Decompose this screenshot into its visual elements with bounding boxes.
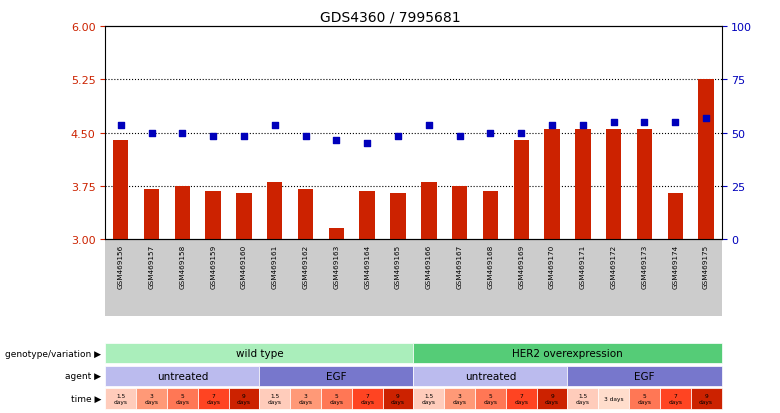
Bar bbox=[113, 140, 129, 240]
Text: 1.5
days: 1.5 days bbox=[422, 394, 436, 404]
Bar bbox=[144, 190, 159, 240]
Text: 5
days: 5 days bbox=[484, 394, 498, 404]
Bar bbox=[606, 130, 622, 240]
Text: 9
days: 9 days bbox=[545, 394, 559, 404]
Text: time ▶: time ▶ bbox=[71, 394, 101, 403]
Point bbox=[115, 123, 127, 129]
Bar bbox=[513, 140, 529, 240]
Text: GSM469174: GSM469174 bbox=[672, 244, 679, 288]
Text: GSM469166: GSM469166 bbox=[426, 244, 432, 288]
Point bbox=[330, 137, 342, 144]
Text: 3
days: 3 days bbox=[299, 394, 313, 404]
Text: 5
days: 5 days bbox=[176, 394, 190, 404]
Text: 3
days: 3 days bbox=[144, 394, 158, 404]
Text: 3
days: 3 days bbox=[452, 394, 466, 404]
Text: 3 days: 3 days bbox=[604, 396, 623, 401]
Bar bbox=[298, 190, 314, 240]
Bar bbox=[698, 80, 714, 240]
Text: GSM469173: GSM469173 bbox=[641, 244, 647, 288]
Text: 7
days: 7 days bbox=[514, 394, 528, 404]
Point bbox=[608, 119, 620, 126]
Point bbox=[145, 130, 158, 136]
Text: GSM469168: GSM469168 bbox=[488, 244, 494, 288]
Bar bbox=[636, 130, 652, 240]
Point bbox=[423, 123, 435, 129]
Text: 1.5
days: 1.5 days bbox=[114, 394, 128, 404]
Bar bbox=[236, 193, 252, 240]
Text: GSM469160: GSM469160 bbox=[241, 244, 247, 288]
Point bbox=[300, 133, 312, 140]
Text: EGF: EGF bbox=[634, 371, 654, 381]
Text: genotype/variation ▶: genotype/variation ▶ bbox=[5, 349, 101, 358]
Point bbox=[453, 133, 466, 140]
Bar bbox=[390, 193, 406, 240]
Point bbox=[484, 130, 497, 136]
Point bbox=[392, 133, 404, 140]
Text: EGF: EGF bbox=[326, 371, 346, 381]
Text: GSM469167: GSM469167 bbox=[456, 244, 463, 288]
Point bbox=[176, 130, 189, 136]
Text: GDS4360 / 7995681: GDS4360 / 7995681 bbox=[320, 10, 460, 24]
Bar bbox=[421, 183, 437, 240]
Point bbox=[238, 133, 250, 140]
Text: GSM469158: GSM469158 bbox=[179, 244, 186, 288]
Text: 1.5
days: 1.5 days bbox=[576, 394, 590, 404]
Text: GSM469161: GSM469161 bbox=[271, 244, 278, 288]
Text: GSM469165: GSM469165 bbox=[395, 244, 401, 288]
Text: 7
days: 7 days bbox=[668, 394, 682, 404]
Text: GSM469175: GSM469175 bbox=[703, 244, 709, 288]
Point bbox=[546, 123, 558, 129]
Text: untreated: untreated bbox=[157, 371, 208, 381]
Text: GSM469163: GSM469163 bbox=[333, 244, 339, 288]
Bar bbox=[360, 191, 375, 240]
Text: 5
days: 5 days bbox=[329, 394, 343, 404]
Text: GSM469171: GSM469171 bbox=[580, 244, 586, 288]
Text: agent ▶: agent ▶ bbox=[66, 372, 101, 380]
Text: 1.5
days: 1.5 days bbox=[268, 394, 282, 404]
Text: GSM469157: GSM469157 bbox=[148, 244, 154, 288]
Point bbox=[361, 140, 374, 147]
Text: untreated: untreated bbox=[465, 371, 516, 381]
Text: 5
days: 5 days bbox=[637, 394, 651, 404]
Text: GSM469156: GSM469156 bbox=[118, 244, 124, 288]
Point bbox=[700, 116, 712, 122]
Bar bbox=[328, 229, 344, 240]
Text: 7
days: 7 days bbox=[206, 394, 220, 404]
Bar bbox=[668, 193, 683, 240]
Bar bbox=[483, 191, 498, 240]
Text: GSM469162: GSM469162 bbox=[303, 244, 309, 288]
Point bbox=[576, 123, 589, 129]
Text: GSM469172: GSM469172 bbox=[611, 244, 617, 288]
Bar bbox=[575, 130, 590, 240]
Point bbox=[207, 133, 219, 140]
Point bbox=[638, 119, 651, 126]
Text: GSM469170: GSM469170 bbox=[549, 244, 555, 288]
Text: wild type: wild type bbox=[236, 348, 283, 358]
Point bbox=[268, 123, 281, 129]
Text: 9
days: 9 days bbox=[391, 394, 405, 404]
Point bbox=[669, 119, 682, 126]
Bar bbox=[175, 186, 190, 240]
Text: GSM469159: GSM469159 bbox=[210, 244, 216, 288]
Bar bbox=[205, 191, 221, 240]
Text: 9
days: 9 days bbox=[699, 394, 713, 404]
Text: 9
days: 9 days bbox=[237, 394, 251, 404]
Bar bbox=[544, 130, 560, 240]
Bar bbox=[267, 183, 282, 240]
Text: GSM469164: GSM469164 bbox=[364, 244, 370, 288]
Point bbox=[515, 130, 527, 136]
Text: GSM469169: GSM469169 bbox=[518, 244, 524, 288]
Bar bbox=[452, 186, 467, 240]
Text: HER2 overexpression: HER2 overexpression bbox=[512, 348, 622, 358]
Text: 7
days: 7 days bbox=[360, 394, 374, 404]
